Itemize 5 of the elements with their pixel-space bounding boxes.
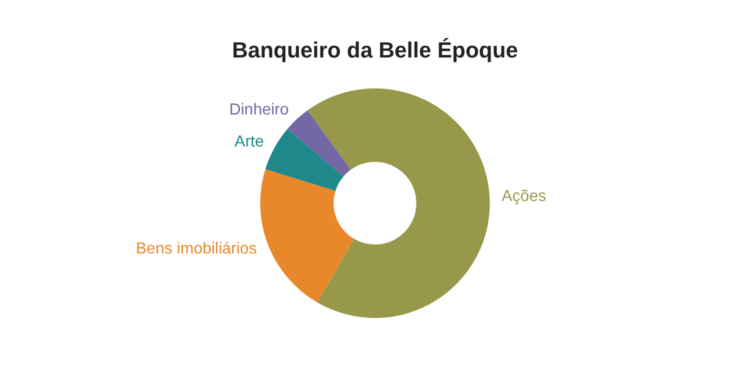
slice-label: Arte: [234, 134, 264, 151]
chart-title: Banqueiro da Belle Époque: [232, 37, 518, 62]
slice-label: Dinheiro: [229, 102, 289, 119]
slice-label: Ações: [502, 188, 546, 206]
slice-label: Bens imobiliários: [136, 240, 257, 258]
